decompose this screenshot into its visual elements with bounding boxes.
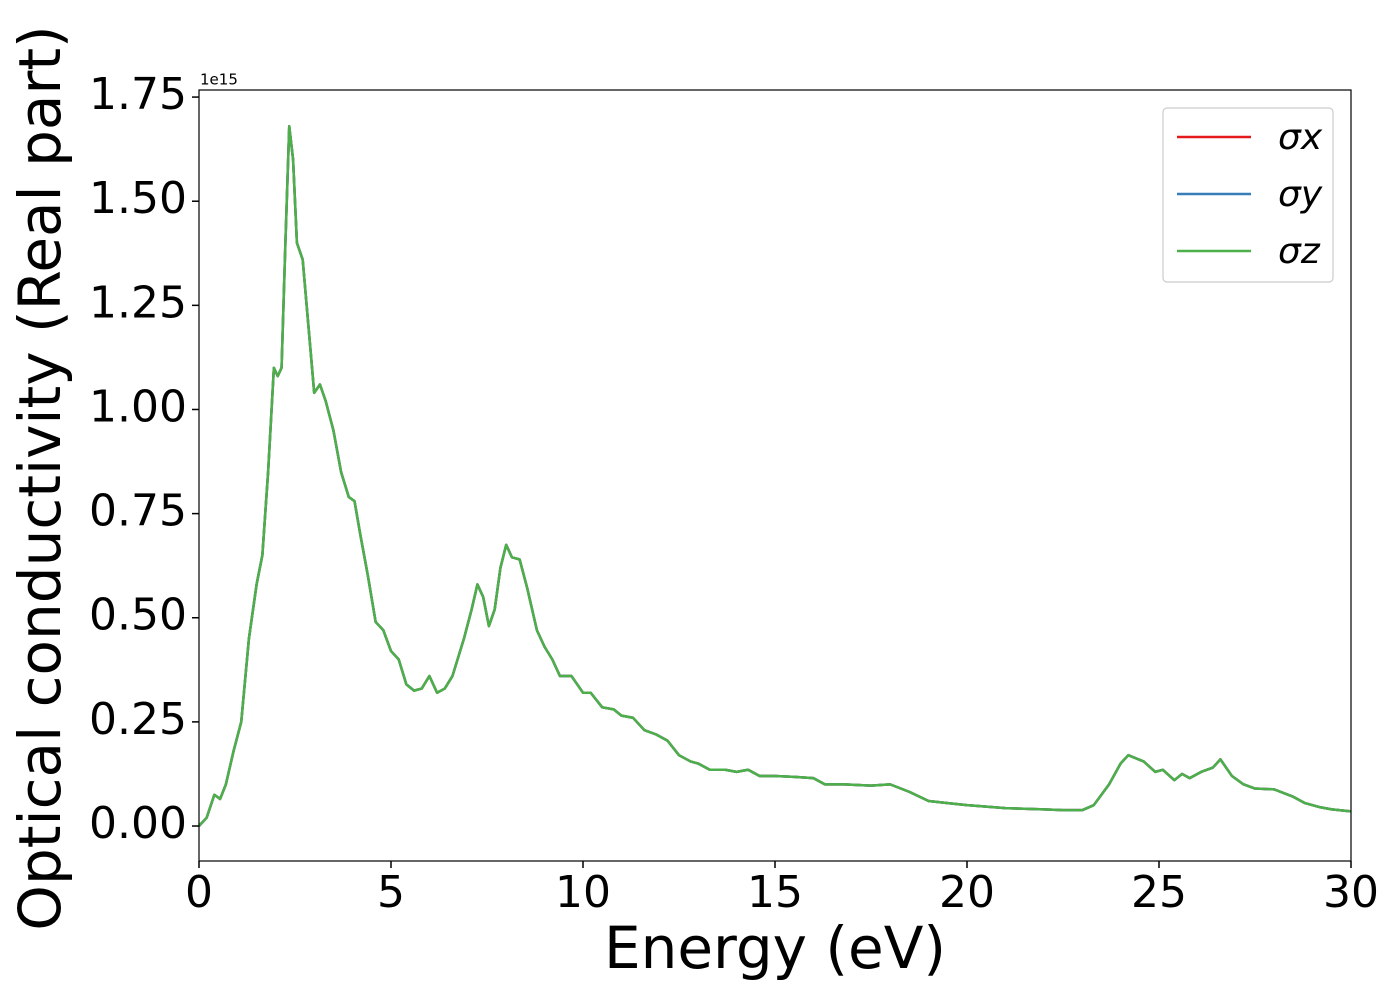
y-tick-label: 1.25 [89, 277, 187, 328]
y-axis-label: Optical conductivity (Real part) [6, 25, 74, 930]
x-tick-label: 25 [1131, 867, 1187, 918]
y-tick-label: 0.50 [89, 590, 187, 641]
x-tick-label: 10 [555, 867, 611, 918]
x-tick-label: 5 [377, 867, 405, 918]
y-tick-label: 0.75 [89, 486, 187, 537]
y-tick-label: 1.50 [89, 173, 187, 224]
y-offset-label: 1e15 [200, 71, 238, 89]
x-tick-label: 30 [1323, 867, 1379, 918]
x-tick-label: 15 [747, 867, 803, 918]
legend-label: σy [1278, 174, 1323, 215]
axes-frame [198, 89, 1352, 862]
x-tick-label: 20 [939, 867, 995, 918]
y-tick-label: 1.00 [89, 381, 187, 432]
plot-area [199, 124, 1351, 827]
x-tick-label: 0 [185, 867, 213, 918]
legend-label: σz [1278, 231, 1321, 272]
y-tick-label: 1.75 [89, 69, 187, 120]
x-axis-label: Energy (eV) [604, 914, 946, 982]
y-tick-label: 0.25 [89, 694, 187, 745]
series-line [199, 124, 1351, 827]
y-tick-label: 0.00 [89, 798, 187, 849]
legend-label: σx [1278, 117, 1323, 158]
